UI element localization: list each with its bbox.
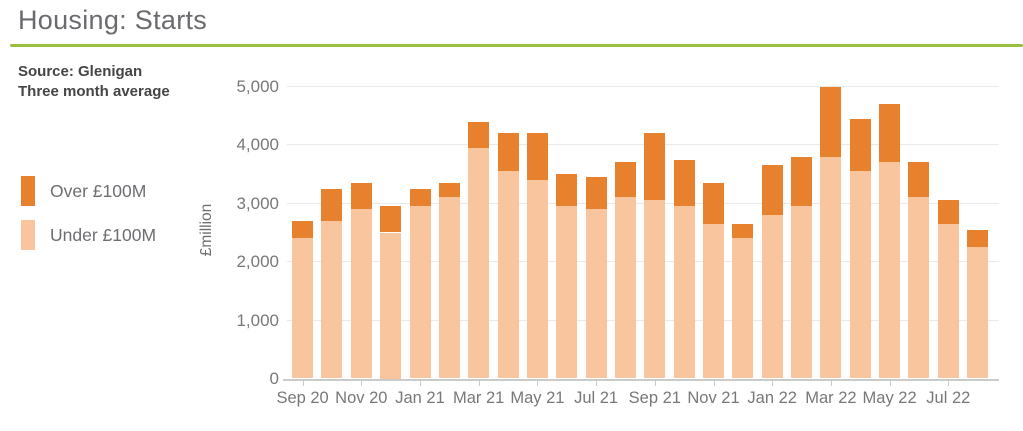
bar-over-100m-jan-22 [761,165,783,215]
bar-under-100m-sep-20 [292,238,314,379]
legend-item-under-100m: Under £100M [21,220,156,250]
legend: Over £100M Under £100M [21,176,156,264]
x-tick-label-mar-21: Mar 21 [453,389,505,407]
bar-over-100m-sep-20 [292,220,314,239]
bar-under-100m-aug-21 [614,197,636,379]
bar-under-100m-apr-21 [497,171,519,379]
gridline-1000 [287,319,999,321]
bar-under-100m-apr-22 [849,171,871,379]
bar-under-100m-jun-21 [556,206,578,379]
bar-under-100m-jul-22 [937,223,959,379]
bar-over-100m-dec-20 [380,206,402,233]
source-note: Source: Glenigan Three month average [18,62,170,102]
x-tick-label-nov-21: Nov 21 [687,389,740,407]
bar-under-100m-mar-21 [468,147,490,379]
bar-under-100m-oct-20 [321,220,343,379]
bar-under-100m-mar-22 [820,156,842,379]
bar-over-100m-oct-21 [673,159,695,207]
source-line: Source: Glenigan [18,63,143,80]
x-tick-mark-mar-22 [830,380,832,386]
bar-over-100m-aug-21 [614,162,636,198]
x-tick-label-may-22: May 22 [862,389,917,407]
y-tick-label-4000: 4,000 [236,135,279,155]
y-tick-label-1000: 1,000 [236,310,279,330]
bar-over-100m-jul-22 [937,200,959,224]
bar-under-100m-sep-21 [644,200,666,379]
x-tick-label-jul-22: Jul 22 [926,389,971,407]
gridline-3000 [287,202,999,204]
bar-under-100m-dec-21 [732,238,754,379]
x-tick-label-jan-21: Jan 21 [395,389,445,407]
legend-swatch-over-100m [21,176,35,206]
bar-over-100m-jul-21 [585,177,607,210]
average-line: Three month average [18,83,170,100]
bar-under-100m-feb-22 [791,206,813,379]
gridline-5000 [287,86,999,87]
bar-under-100m-aug-22 [967,247,989,379]
x-axis-line [283,378,999,381]
bar-under-100m-nov-21 [703,223,724,379]
x-tick-mark-nov-20 [361,380,363,386]
x-tick-label-jul-21: Jul 21 [574,389,619,407]
bar-over-100m-dec-21 [732,223,754,239]
bar-over-100m-may-22 [879,104,901,163]
legend-label-under-100m: Under £100M [50,224,157,245]
bar-under-100m-may-21 [526,179,548,379]
y-tick-label-0: 0 [269,369,279,388]
legend-label-over-100m: Over £100M [50,180,147,201]
x-tick-label-may-21: May 21 [510,389,565,407]
bar-under-100m-dec-20 [380,232,402,379]
bar-over-100m-jun-22 [908,162,930,198]
x-tick-label-nov-20: Nov 20 [335,389,388,407]
x-tick-mark-nov-21 [713,380,715,386]
bar-over-100m-jan-21 [409,188,431,207]
x-tick-mark-may-22 [889,380,891,386]
x-tick-mark-jan-22 [772,380,774,386]
bar-under-100m-nov-20 [350,209,372,379]
gridline-2000 [287,261,999,263]
x-tick-label-sep-20: Sep 20 [276,389,329,407]
x-tick-mark-jan-21 [420,380,421,386]
x-tick-label-mar-22: Mar 22 [805,389,857,407]
x-tick-mark-may-21 [537,380,539,386]
y-tick-label-2000: 2,000 [236,252,279,272]
title-underline [10,44,1023,47]
x-tick-mark-mar-21 [478,380,480,386]
gridline-4000 [287,144,999,146]
x-tick-label-jan-22: Jan 22 [747,389,797,407]
bar-over-100m-may-21 [526,133,548,180]
bar-over-100m-jun-21 [556,174,578,207]
bar-over-100m-sep-21 [644,133,666,201]
x-tick-mark-sep-21 [654,380,656,386]
page-title: Housing: Starts [18,5,208,35]
bar-over-100m-feb-22 [791,156,813,207]
legend-swatch-under-100m [21,220,35,250]
x-tick-mark-sep-20 [302,380,304,386]
bar-over-100m-nov-21 [703,182,724,224]
bar-over-100m-apr-22 [849,118,871,172]
x-tick-mark-jul-21 [596,380,598,386]
x-tick-mark-jul-22 [948,380,950,386]
legend-item-over-100m: Over £100M [21,176,156,206]
bar-under-100m-feb-21 [438,197,460,379]
y-tick-label-5000: 5,000 [236,77,279,96]
bar-under-100m-may-22 [879,162,901,379]
bar-under-100m-jan-21 [409,206,431,379]
bar-under-100m-jan-22 [761,214,783,379]
bar-over-100m-nov-20 [350,182,372,210]
bar-over-100m-mar-22 [820,86,842,157]
bar-over-100m-mar-21 [468,121,490,148]
x-tick-label-sep-21: Sep 21 [628,389,681,407]
bar-under-100m-jul-21 [585,209,607,379]
bar-under-100m-jun-22 [908,197,930,379]
bar-under-100m-oct-21 [673,206,695,379]
bar-over-100m-apr-21 [497,133,519,172]
bar-over-100m-feb-21 [438,182,460,198]
bar-over-100m-oct-20 [321,188,343,221]
y-tick-label-3000: 3,000 [236,193,279,213]
bar-over-100m-aug-22 [967,229,989,248]
